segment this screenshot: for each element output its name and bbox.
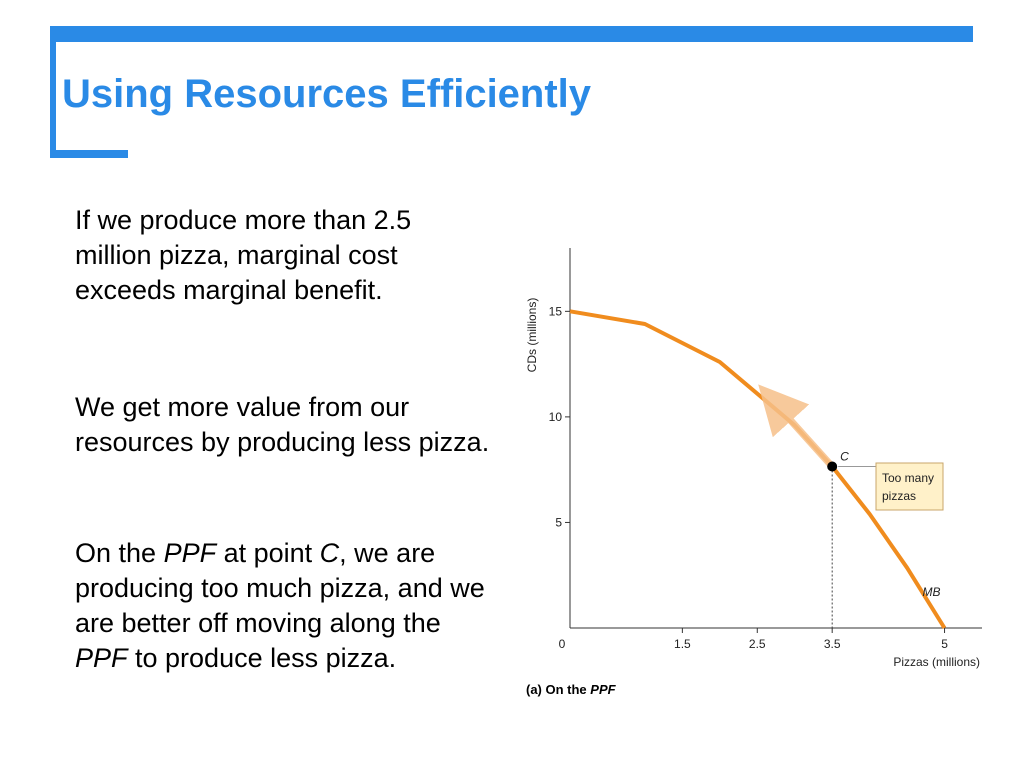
p3-text-3: , we are producing too much pizza, and w… [75, 538, 485, 638]
paragraph-point-c: On the PPF at point C, we are producing … [75, 536, 495, 676]
annotation-line-2: pizzas [882, 489, 916, 503]
series-label-mb: MB [923, 585, 941, 599]
annotation-box [875, 462, 944, 511]
x-tick-label: 3.5 [824, 637, 841, 651]
paragraph-more-value: We get more value from our resources by … [75, 392, 490, 457]
movement-arrow [758, 384, 836, 470]
p3-ppf-1: PPF [163, 538, 217, 568]
p3-ppf-2: PPF [75, 643, 128, 673]
p3-text-4: to produce less pizza. [127, 643, 397, 673]
title-accent-bar-top [50, 26, 973, 42]
p3-text-2: at point [216, 538, 320, 568]
p3-point-c: C [319, 538, 340, 568]
y-tick-label: 5 [555, 515, 562, 529]
y-axis-label: CDs (millions) [525, 298, 539, 373]
caption-ppf: PPF [590, 682, 616, 697]
point-c-marker [827, 461, 838, 472]
ppf-chart: CDs (millions) Pizzas (millions) 0 1.5 2.5… [525, 248, 982, 697]
point-c-label: C [840, 450, 849, 464]
x-tick-label: 2.5 [749, 637, 766, 651]
y-tick-label: 15 [549, 304, 563, 318]
x-axis-label: Pizzas (millions) [893, 655, 980, 669]
x-tick-label: 1.5 [674, 637, 691, 651]
annotation-line-1: Too many [882, 471, 934, 485]
slide-title: Using Resources Efficiently [62, 72, 592, 116]
title-accent-bar-left [50, 26, 56, 158]
paragraph-marginal-cost: If we produce more than 2.5 million pizz… [75, 205, 412, 305]
p3-text-1: On the [75, 538, 164, 568]
x-tick-label: 0 [559, 637, 566, 651]
y-tick-label: 10 [549, 410, 563, 424]
caption-prefix: (a) On the [526, 682, 590, 697]
chart-caption: (a) On the PPF [526, 682, 617, 697]
x-tick-label: 5 [941, 637, 948, 651]
title-accent-bar-bottom [50, 150, 128, 158]
